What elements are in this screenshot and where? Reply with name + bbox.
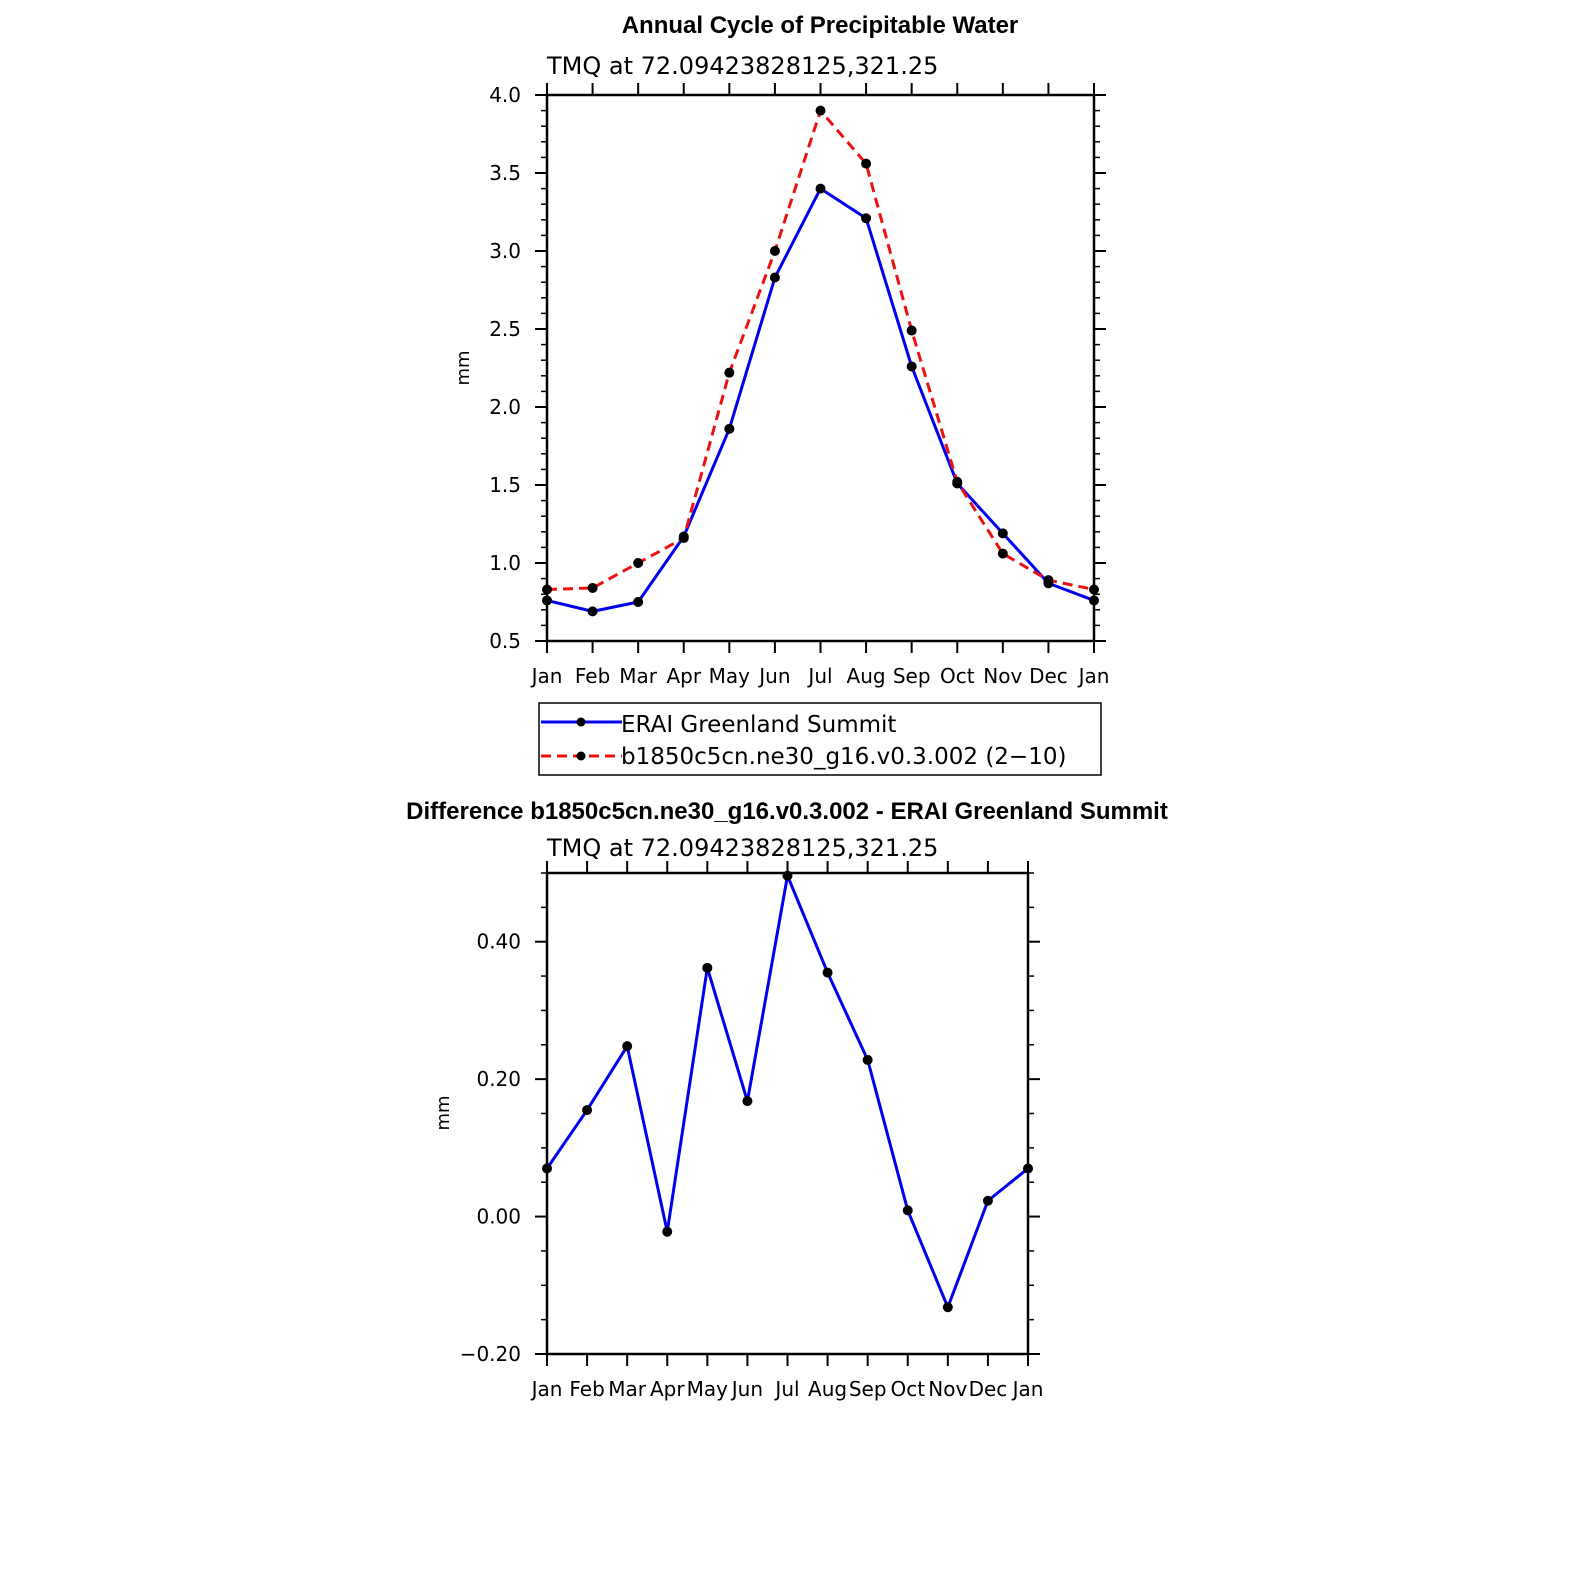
data-point-s0-5 — [742, 1096, 753, 1107]
chart2-subtitle: TMQ at 72.09423828125,321.25 — [546, 834, 938, 862]
legend-marker-erai — [576, 717, 586, 727]
x-tick-label: Sep — [849, 1377, 887, 1401]
data-point-s0-8 — [906, 361, 917, 372]
y-tick-label: 4.0 — [489, 83, 521, 107]
x-tick-label: Jun — [730, 1377, 763, 1401]
y-tick-label: 2.5 — [489, 317, 521, 341]
x-tick-label: Apr — [666, 664, 701, 688]
x-tick-label: Nov — [983, 664, 1022, 688]
data-point-s1-8 — [906, 325, 917, 336]
y-tick-label: 1.0 — [489, 551, 521, 575]
difference-chart: Difference b1850c5cn.ne30_g16.v0.3.002 -… — [406, 798, 1168, 1401]
x-tick-label: Apr — [650, 1377, 685, 1401]
series-line-0 — [545, 874, 1029, 1309]
y-tick-label: 3.5 — [489, 161, 521, 185]
y-tick-label: 0.5 — [489, 629, 521, 653]
x-tick-label: Oct — [890, 1377, 925, 1401]
legend-marker-model — [576, 751, 586, 761]
y-tick-label: 1.5 — [489, 473, 521, 497]
series-line-1 — [546, 109, 1095, 592]
y-tick-label: 0.00 — [476, 1205, 521, 1229]
data-point-s1-5 — [769, 246, 780, 256]
x-tick-label: Jul — [806, 664, 832, 688]
chart1-series-group — [542, 105, 1099, 617]
data-point-s0-4 — [702, 962, 713, 973]
series-line-0 — [546, 187, 1095, 613]
x-tick-label: May — [687, 1377, 729, 1401]
x-tick-label: Feb — [569, 1377, 604, 1401]
legend-label-model: b1850c5cn.ne30_g16.v0.3.002 (2−10) — [621, 744, 1066, 770]
chart2-title: Difference b1850c5cn.ne30_g16.v0.3.002 -… — [406, 798, 1168, 825]
x-tick-label: Jan — [1011, 1377, 1044, 1401]
data-point-s0-11 — [982, 1195, 993, 1206]
x-tick-label: Jul — [773, 1377, 799, 1401]
x-tick-label: Dec — [969, 1377, 1008, 1401]
data-point-s0-4 — [724, 423, 735, 434]
x-tick-label: Aug — [847, 664, 886, 688]
chart1-title: Annual Cycle of Precipitable Water — [622, 12, 1019, 39]
chart1-legend: ERAI Greenland Summit b1850c5cn.ne30_g16… — [538, 702, 1102, 776]
data-point-s0-10 — [942, 1302, 953, 1313]
data-point-s1-7 — [861, 158, 872, 169]
y-tick-label: 2.0 — [489, 395, 521, 419]
data-point-s0-2 — [633, 597, 644, 607]
y-tick-label: −0.20 — [460, 1342, 521, 1366]
x-tick-label: May — [709, 664, 751, 688]
x-tick-label: Jun — [757, 664, 790, 688]
x-tick-label: Nov — [928, 1377, 967, 1401]
data-point-s0-2 — [622, 1041, 633, 1052]
x-tick-label: Aug — [808, 1377, 847, 1401]
legend-label-erai: ERAI Greenland Summit — [621, 712, 896, 738]
chart1-y-axis-label: mm — [453, 350, 474, 385]
chart2-series-group — [542, 870, 1033, 1313]
data-point-s1-6 — [815, 105, 826, 116]
chart2-ticks: Jan Feb Mar Apr May Jun Jul Aug Sep Oct Nov Dec Jan−… — [460, 861, 1044, 1401]
x-tick-label: Mar — [608, 1377, 647, 1401]
y-tick-label: 0.40 — [476, 930, 521, 954]
y-tick-label: 3.0 — [489, 239, 521, 263]
x-tick-label: Mar — [619, 664, 658, 688]
data-point-s0-8 — [862, 1054, 873, 1065]
data-point-s0-7 — [822, 967, 833, 978]
data-point-s1-10 — [997, 548, 1008, 559]
data-point-s0-10 — [997, 528, 1008, 539]
data-point-s0-3 — [662, 1226, 673, 1237]
data-point-s1-4 — [724, 367, 735, 378]
data-point-s0-1 — [582, 1105, 593, 1116]
data-point-s1-1 — [587, 582, 598, 593]
data-point-s0-9 — [902, 1205, 913, 1216]
data-point-s0-5 — [769, 272, 780, 283]
x-tick-label: Feb — [575, 664, 610, 688]
annual-cycle-chart: Annual Cycle of Precipitable Water TMQ a… — [453, 12, 1109, 688]
chart1-ticks: Jan Feb Mar Apr May Jun Jul Aug Sep Oct Nov Dec Jan 0… — [489, 83, 1109, 688]
chart1-subtitle: TMQ at 72.09423828125,321.25 — [546, 52, 938, 80]
chart1-plot-frame — [545, 93, 1096, 643]
data-point-s1-9 — [952, 476, 963, 487]
legend-box — [538, 702, 1102, 776]
data-point-s0-7 — [861, 213, 872, 224]
chart2-plot-frame — [545, 871, 1030, 1356]
data-point-s0-6 — [815, 183, 826, 194]
data-point-s1-2 — [633, 558, 644, 568]
x-tick-label: Dec — [1029, 664, 1068, 688]
x-tick-label: Sep — [893, 664, 931, 688]
data-point-s1-3 — [678, 533, 689, 544]
x-tick-label: Oct — [940, 664, 975, 688]
data-point-s0-1 — [587, 606, 598, 617]
x-tick-label: Jan — [530, 664, 563, 688]
chart2-y-axis-label: mm — [433, 1095, 454, 1130]
y-tick-label: 0.20 — [476, 1067, 521, 1091]
data-point-s1-11 — [1043, 575, 1054, 586]
x-tick-label: Jan — [1077, 664, 1110, 688]
x-tick-label: Jan — [530, 1377, 563, 1401]
